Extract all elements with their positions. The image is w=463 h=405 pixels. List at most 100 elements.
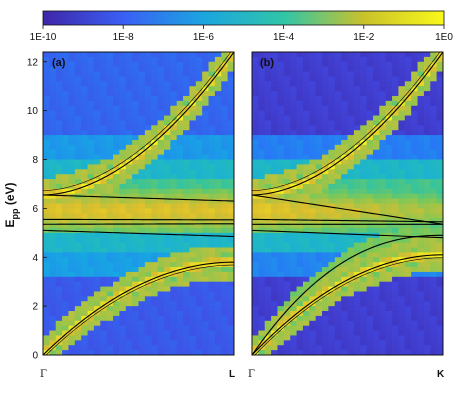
colorbar-ticks: 1E-10 1E-8 1E-6 1E-4 1E-2 1E0 (30, 25, 453, 43)
heatmap-cell (341, 86, 349, 92)
heatmap-cell (176, 56, 184, 63)
heatmap-cell (322, 198, 329, 205)
heatmap-cell (170, 105, 178, 112)
heatmap-cell (411, 271, 419, 278)
heatmap-cell (398, 76, 406, 82)
heatmap-cell (347, 262, 355, 268)
heatmap-cell (341, 81, 349, 87)
heatmap-cell (360, 91, 368, 97)
panel-b-frame (251, 51, 444, 356)
heatmap-cell (379, 56, 387, 63)
heatmap-cell (170, 232, 178, 239)
heatmap-cell (106, 105, 114, 112)
heatmap-cell (125, 223, 133, 229)
heatmap-cell (170, 325, 178, 332)
heatmap-cell (55, 330, 63, 337)
heatmap-cell (113, 330, 120, 337)
heatmap-cell (252, 56, 259, 63)
heatmap-cell (423, 66, 431, 73)
heatmap-cell (385, 76, 393, 82)
heatmap-cell (138, 281, 146, 288)
heatmap-cell (283, 120, 291, 126)
heatmap-cell (106, 81, 114, 87)
heatmap-cell (366, 193, 374, 200)
heatmap-cell (411, 159, 419, 166)
heatmap-cell (404, 296, 412, 302)
heatmap-cell (277, 315, 285, 322)
heatmap-cell (334, 223, 342, 229)
heatmap-cell (138, 110, 146, 117)
heatmap-cell (144, 252, 152, 258)
heatmap-cell (87, 149, 95, 156)
heatmap-cell (144, 218, 152, 224)
heatmap-cell (214, 345, 222, 351)
heatmap-cell (315, 198, 323, 205)
heatmap-cell (379, 193, 387, 200)
heatmap-cell (252, 125, 259, 131)
heatmap-cell (372, 315, 380, 322)
heatmap-cell (183, 315, 191, 322)
heatmap-cell (157, 56, 165, 63)
heatmap-cell (227, 183, 234, 190)
heatmap-cell (347, 130, 355, 136)
heatmap-cell (74, 281, 82, 288)
heatmap-cell (43, 296, 50, 302)
heatmap-cell (264, 320, 272, 327)
heatmap-cell (189, 301, 197, 307)
heatmap-cell (93, 139, 101, 146)
heatmap-cell (334, 120, 342, 126)
heatmap-cell (183, 208, 191, 214)
heatmap-cell (360, 71, 368, 78)
heatmap-cell (353, 257, 361, 263)
heatmap-cell (258, 76, 266, 82)
heatmap-cell (106, 276, 114, 283)
heatmap-cell (189, 345, 197, 351)
heatmap-cell (132, 95, 140, 102)
heatmap-cell (214, 86, 222, 92)
heatmap-cell (163, 252, 171, 258)
heatmap-cell (138, 86, 146, 92)
heatmap-cell (144, 281, 152, 288)
heatmap-cell (151, 71, 159, 78)
heatmap-cell (271, 135, 279, 141)
heatmap-cell (49, 91, 57, 97)
heatmap-cell (264, 130, 272, 136)
heatmap-cell (55, 125, 63, 131)
heatmap-cell (360, 144, 368, 151)
heatmap-cell (398, 296, 406, 302)
heatmap-cell (100, 154, 108, 161)
heatmap-cell (87, 242, 95, 249)
heatmap-cell (341, 291, 349, 297)
heatmap-cell (271, 296, 279, 302)
heatmap-cell (309, 130, 317, 136)
heatmap-cell (379, 139, 387, 146)
heatmap-cell (372, 276, 380, 283)
heatmap-cell (170, 95, 178, 102)
heatmap-cell (176, 188, 184, 195)
heatmap-cell (360, 213, 368, 219)
heatmap-cell (214, 183, 222, 190)
heatmap-cell (411, 188, 419, 195)
heatmap-cell (68, 271, 76, 278)
heatmap-cell (360, 232, 368, 239)
heatmap-cell (208, 110, 216, 117)
heatmap-cell (252, 262, 259, 268)
heatmap-cell (296, 306, 304, 312)
heatmap-cell (315, 81, 323, 87)
heatmap-cell (353, 61, 361, 68)
heatmap-cell (353, 130, 361, 136)
heatmap-cell (138, 164, 146, 170)
heatmap-cell (74, 291, 82, 297)
heatmap-cell (411, 213, 419, 219)
heatmap-cell (302, 223, 310, 229)
heatmap-cell (430, 130, 438, 136)
heatmap-cell (138, 130, 146, 136)
heatmap-cell (404, 335, 412, 341)
heatmap-cell (271, 193, 279, 200)
heatmap-cell (252, 276, 259, 283)
heatmap-cell (398, 81, 406, 87)
heatmap-cell (170, 120, 178, 126)
heatmap-cell (404, 237, 412, 244)
heatmap-cell (221, 91, 229, 97)
heatmap-cell (62, 252, 70, 258)
